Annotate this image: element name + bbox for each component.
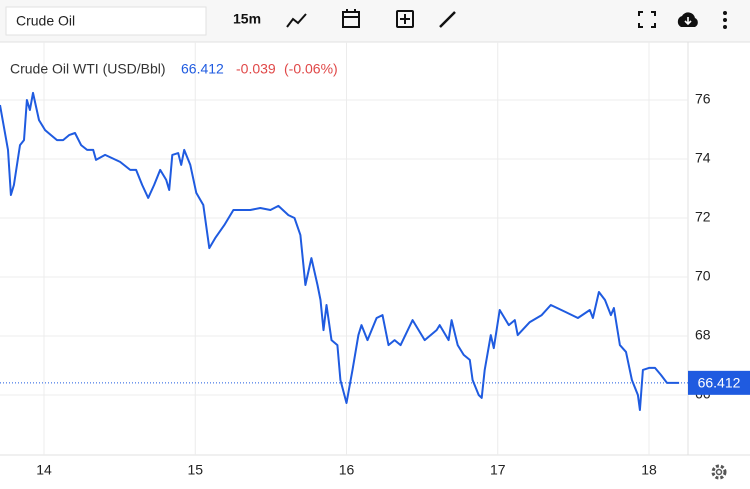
x-tick-label: 16 xyxy=(339,462,355,478)
download-icon[interactable] xyxy=(677,12,698,27)
fullscreen-icon[interactable] xyxy=(638,11,656,28)
legend-name: Crude Oil WTI (USD/Bbl) xyxy=(10,61,166,77)
last-value-box xyxy=(688,370,750,395)
legend-value: 66.412 xyxy=(181,61,224,77)
menu-icon[interactable] xyxy=(723,11,727,29)
y-tick-label: 76 xyxy=(695,91,711,107)
calendar-icon[interactable] xyxy=(342,9,360,28)
price-line xyxy=(0,91,680,411)
settings-icon[interactable] xyxy=(711,464,727,480)
y-tick-label: 74 xyxy=(695,150,711,166)
draw-icon[interactable] xyxy=(439,11,456,28)
x-tick-label: 14 xyxy=(36,462,52,478)
legend-change-percent: (-0.06%) xyxy=(284,61,338,77)
x-tick-label: 18 xyxy=(641,462,657,478)
x-tick-label: 15 xyxy=(187,462,203,478)
interval[interactable]: 15m xyxy=(233,11,261,27)
legend-change: -0.039 xyxy=(236,61,276,77)
x-tick-label: 17 xyxy=(490,462,506,478)
chart-type-icon[interactable] xyxy=(286,13,307,28)
y-tick-label: 68 xyxy=(695,327,711,343)
search-box[interactable] xyxy=(5,6,207,36)
search-text[interactable]: Crude Oil xyxy=(16,13,75,29)
add-icon[interactable] xyxy=(396,10,414,28)
y-tick-label: 72 xyxy=(695,209,711,225)
y-tick-label: 70 xyxy=(695,268,711,284)
last-value-label: 66.412 xyxy=(698,375,741,391)
